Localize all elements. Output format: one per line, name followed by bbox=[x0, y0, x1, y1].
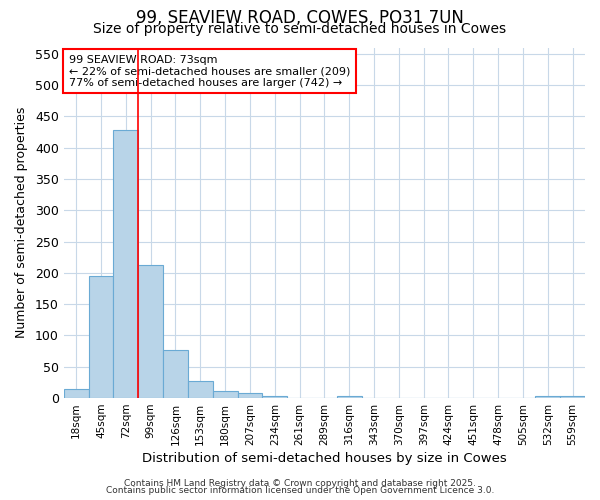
Text: 99, SEAVIEW ROAD, COWES, PO31 7UN: 99, SEAVIEW ROAD, COWES, PO31 7UN bbox=[136, 9, 464, 27]
Bar bbox=[535, 396, 560, 398]
Bar bbox=[138, 266, 163, 398]
Text: Contains public sector information licensed under the Open Government Licence 3.: Contains public sector information licen… bbox=[106, 486, 494, 495]
Bar bbox=[337, 396, 362, 398]
Bar bbox=[560, 396, 585, 398]
Bar bbox=[89, 276, 113, 398]
Bar bbox=[238, 393, 262, 398]
Text: Size of property relative to semi-detached houses in Cowes: Size of property relative to semi-detach… bbox=[94, 22, 506, 36]
Bar bbox=[113, 130, 138, 398]
Bar bbox=[262, 396, 287, 398]
Bar bbox=[163, 350, 188, 398]
Y-axis label: Number of semi-detached properties: Number of semi-detached properties bbox=[15, 107, 28, 338]
Bar bbox=[188, 381, 213, 398]
Bar bbox=[64, 390, 89, 398]
X-axis label: Distribution of semi-detached houses by size in Cowes: Distribution of semi-detached houses by … bbox=[142, 452, 507, 465]
Text: 99 SEAVIEW ROAD: 73sqm
← 22% of semi-detached houses are smaller (209)
77% of se: 99 SEAVIEW ROAD: 73sqm ← 22% of semi-det… bbox=[69, 54, 350, 88]
Bar bbox=[213, 390, 238, 398]
Text: Contains HM Land Registry data © Crown copyright and database right 2025.: Contains HM Land Registry data © Crown c… bbox=[124, 478, 476, 488]
